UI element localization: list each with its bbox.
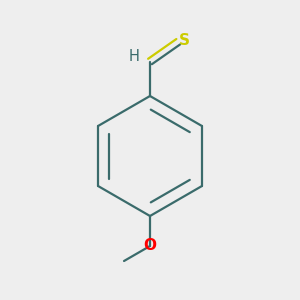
Text: H: H	[129, 49, 140, 64]
Text: S: S	[179, 33, 191, 48]
Text: O: O	[143, 238, 157, 253]
